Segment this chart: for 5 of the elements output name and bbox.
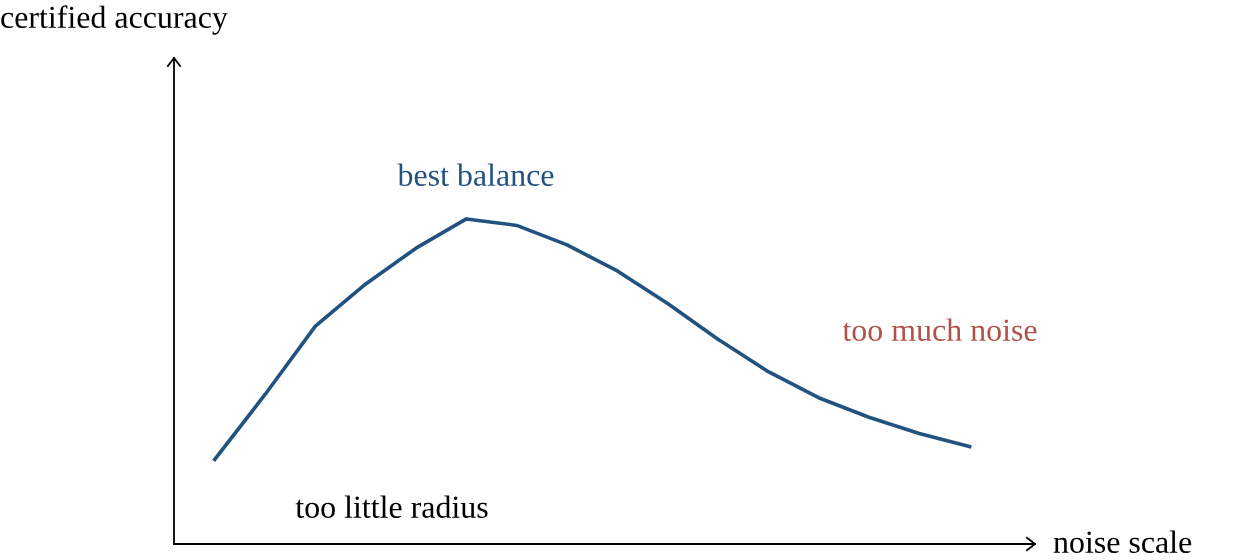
annotation: too much noise xyxy=(842,318,1037,341)
annotation: too little radius xyxy=(295,495,488,518)
x-axis-title: noise scale xyxy=(1053,530,1192,553)
text: certified accuracy xyxy=(1,5,228,35)
text: best balance xyxy=(397,163,554,186)
